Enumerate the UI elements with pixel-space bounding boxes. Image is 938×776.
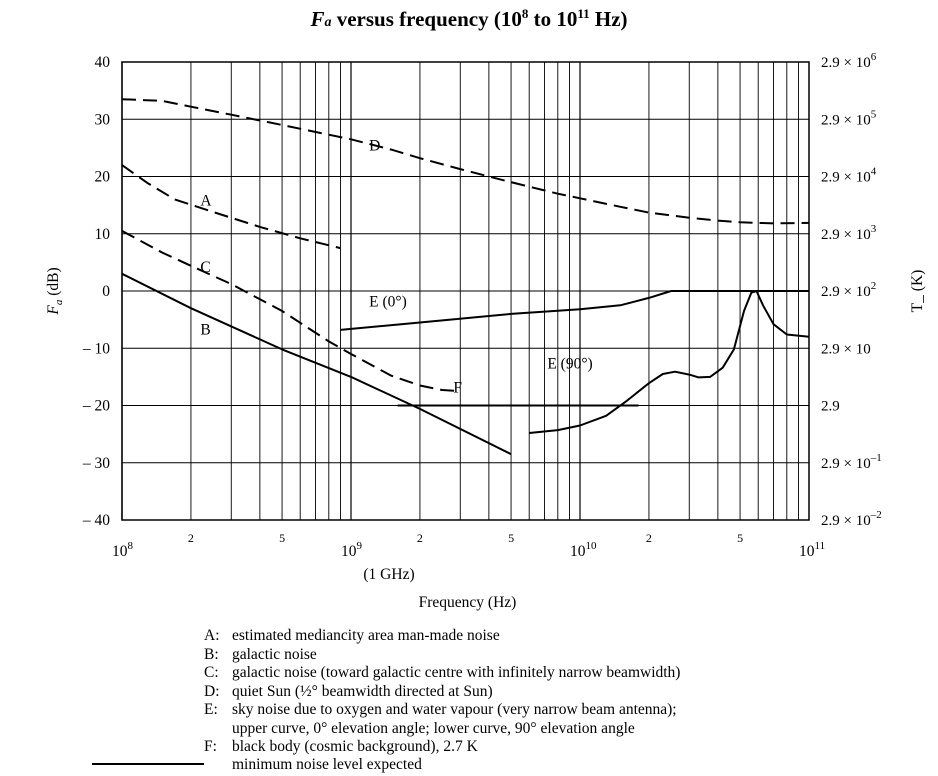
title-var-sub: a <box>324 15 332 30</box>
series-label: B <box>200 322 210 339</box>
series-label: C <box>200 259 210 276</box>
legend-text: estimated mediancity area man-made noise <box>232 627 500 644</box>
y2-tick-exp: 2 <box>871 280 877 292</box>
title-var: F <box>310 7 325 31</box>
series-label: A <box>200 193 212 210</box>
legend-key: A: <box>204 627 220 644</box>
y2-axis-label: T_ (K) <box>909 270 926 313</box>
x-minor-tick-label: 2 <box>188 531 194 545</box>
title-text: versus frequency (10 <box>331 7 522 31</box>
legend-text: galactic noise (toward galactic centre w… <box>232 664 681 681</box>
x-axis-label: Frequency (Hz) <box>419 594 517 611</box>
x-tick-label: 108 <box>112 540 134 560</box>
title-exp2: 11 <box>577 6 590 21</box>
y-tick-label: 10 <box>95 226 111 243</box>
legend-item: B: galactic noise <box>204 646 680 665</box>
x-extra-label: (1 GHz) <box>363 566 414 583</box>
y-axis-var-sub: a <box>53 299 65 305</box>
y2-tick-label: 2.9 × 10 <box>821 341 871 357</box>
y2-tick-exp: 5 <box>871 108 877 120</box>
x-minor-tick-label: 2 <box>417 531 423 545</box>
series-e-90 <box>529 290 810 434</box>
legend-key <box>204 720 232 739</box>
y-tick-label: 40 <box>95 54 111 71</box>
legend-text: upper curve, 0° elevation angle; lower c… <box>232 719 635 737</box>
x-tick-exp: 9 <box>357 540 363 552</box>
y-axis-label: Fa (dB) <box>45 267 65 315</box>
x-tick-label: 109 <box>341 540 363 560</box>
y2-tick-exp: 4 <box>871 166 877 178</box>
y2-tick-label: 2.9 × 102 <box>821 280 876 300</box>
legend-item: F: black body (cosmic background), 2.7 K <box>204 738 680 757</box>
x-minor-tick-label: 5 <box>279 531 285 545</box>
series-d <box>121 98 810 225</box>
x-tick-label: 1011 <box>799 540 825 560</box>
chart-title: Fa versus frequency (108 to 1011 Hz) <box>0 6 938 32</box>
y2-tick-exp: 6 <box>871 51 877 63</box>
y-axis-unit: (dB) <box>45 267 62 299</box>
series-label: E (90°) <box>547 355 592 372</box>
legend: A: estimated mediancity area man-made noi… <box>204 627 680 757</box>
x-tick-exp: 8 <box>128 540 134 552</box>
series-label: F <box>453 379 462 396</box>
legend-key: C: <box>204 664 219 681</box>
y2-tick-label: 2.9 × 105 <box>821 108 877 128</box>
title-mid: to 10 <box>528 7 578 31</box>
y2-tick-exp: 3 <box>871 223 877 235</box>
y-tick-label: 0 <box>102 283 110 300</box>
legend-key: F: <box>204 738 217 755</box>
y-axis-var: F <box>45 305 62 316</box>
legend-item: A: estimated mediancity area man-made noi… <box>204 627 680 646</box>
legend-text: galactic noise <box>232 645 317 663</box>
series-a <box>121 164 341 250</box>
x-tick-label: 1010 <box>570 540 597 560</box>
series-label: E (0°) <box>369 293 407 310</box>
series-label: D <box>369 138 380 155</box>
y2-tick-exp: –2 <box>870 509 882 521</box>
y2-tick-label: 2.9 × 106 <box>821 51 877 71</box>
y-tick-label: – 30 <box>82 455 110 472</box>
legend-item: E: sky noise due to oxygen and water vapo… <box>204 701 680 720</box>
x-tick-exp: 11 <box>815 540 826 552</box>
x-minor-tick-label: 2 <box>646 531 652 545</box>
x-minor-tick-label: 5 <box>737 531 743 545</box>
y2-tick-label: 2.9 × 10–2 <box>821 509 882 529</box>
y-tick-label: – 40 <box>82 512 110 529</box>
legend-key: E: <box>204 701 218 718</box>
legend-item: D: quiet Sun (½° beamwidth directed at Su… <box>204 683 680 702</box>
legend-text: black body (cosmic background), 2.7 K <box>232 738 478 755</box>
legend-text: quiet Sun (½° beamwidth directed at Sun) <box>232 682 493 700</box>
x-minor-tick-label: 5 <box>508 531 514 545</box>
y-tick-label: 30 <box>95 111 111 128</box>
title-exp1: 8 <box>521 6 529 21</box>
y2-tick-exp: –1 <box>870 452 882 464</box>
legend-item: upper curve, 0° elevation angle; lower c… <box>204 720 680 739</box>
y-tick-label: 20 <box>95 169 111 186</box>
min-noise-line-sample <box>92 763 204 765</box>
y-tick-label: – 10 <box>82 340 110 357</box>
series-c <box>121 230 461 393</box>
legend-item: C: galactic noise (toward galactic centre… <box>204 664 680 683</box>
title-end: Hz) <box>589 7 628 31</box>
y2-tick-label: 2.9 × 10–1 <box>821 452 882 472</box>
legend-text: sky noise due to oxygen and water vapour… <box>232 701 677 718</box>
legend-key: D: <box>204 682 220 700</box>
min-noise-label: minimum noise level expected <box>232 756 422 773</box>
y2-tick-label: 2.9 <box>821 399 840 415</box>
y2-tick-label: 2.9 × 104 <box>821 166 877 186</box>
legend-key: B: <box>204 645 219 663</box>
series-b <box>121 272 512 456</box>
y-tick-label: – 20 <box>82 398 110 415</box>
y2-tick-label: 2.9 × 103 <box>821 223 877 243</box>
x-tick-exp: 10 <box>586 540 598 552</box>
series-e-0 <box>340 290 809 331</box>
